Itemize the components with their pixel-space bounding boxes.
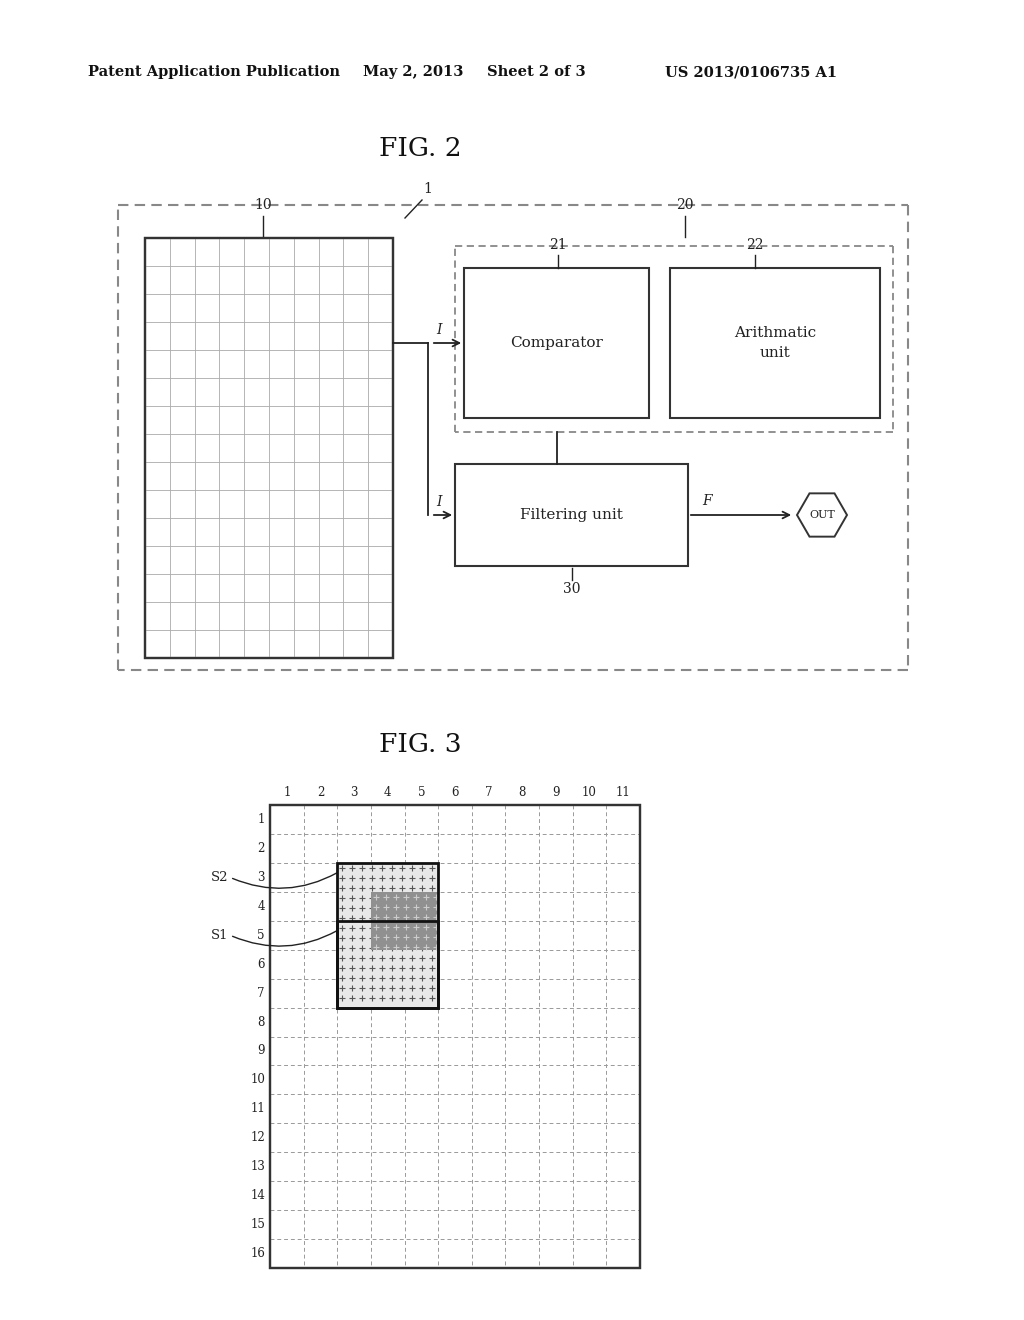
Text: Patent Application Publication: Patent Application Publication xyxy=(88,65,340,79)
Text: 3: 3 xyxy=(350,785,357,799)
Text: Comparator: Comparator xyxy=(510,337,603,350)
Text: 1: 1 xyxy=(283,785,291,799)
Bar xyxy=(337,863,438,1007)
Text: 3: 3 xyxy=(257,871,265,884)
Text: 5: 5 xyxy=(418,785,425,799)
Text: May 2, 2013: May 2, 2013 xyxy=(362,65,464,79)
Text: S2: S2 xyxy=(211,871,228,884)
Text: 11: 11 xyxy=(250,1102,265,1115)
Bar xyxy=(670,268,880,418)
Text: 2: 2 xyxy=(258,842,265,855)
Text: 8: 8 xyxy=(258,1015,265,1028)
Text: 4: 4 xyxy=(257,900,265,913)
Text: 10: 10 xyxy=(582,785,597,799)
Text: 9: 9 xyxy=(552,785,560,799)
Bar xyxy=(337,863,438,1007)
Text: 14: 14 xyxy=(250,1189,265,1203)
Text: 8: 8 xyxy=(518,785,526,799)
Text: 13: 13 xyxy=(250,1160,265,1173)
Text: 20: 20 xyxy=(676,198,693,213)
Text: 16: 16 xyxy=(250,1247,265,1261)
Text: 9: 9 xyxy=(257,1044,265,1057)
Bar xyxy=(270,805,640,1269)
Text: 30: 30 xyxy=(563,582,581,597)
Text: FIG. 3: FIG. 3 xyxy=(379,733,462,758)
Text: 11: 11 xyxy=(615,785,631,799)
Bar xyxy=(455,465,688,566)
Text: F: F xyxy=(702,494,712,508)
Bar xyxy=(145,238,393,657)
Text: 7: 7 xyxy=(257,986,265,999)
Text: 1: 1 xyxy=(424,182,432,195)
Text: I: I xyxy=(436,323,441,337)
Text: I: I xyxy=(436,495,441,510)
Text: Filtering unit: Filtering unit xyxy=(520,508,623,521)
Text: 1: 1 xyxy=(258,813,265,826)
Text: 4: 4 xyxy=(384,785,391,799)
Text: Arithmatic
unit: Arithmatic unit xyxy=(734,326,816,360)
Text: OUT: OUT xyxy=(809,510,835,520)
Text: 10: 10 xyxy=(250,1073,265,1086)
Text: 12: 12 xyxy=(250,1131,265,1144)
Text: 5: 5 xyxy=(257,929,265,941)
Text: 21: 21 xyxy=(549,238,567,252)
Text: 15: 15 xyxy=(250,1218,265,1232)
Text: 7: 7 xyxy=(485,785,493,799)
Bar xyxy=(145,238,393,657)
Bar xyxy=(270,805,640,1269)
Text: Sheet 2 of 3: Sheet 2 of 3 xyxy=(487,65,586,79)
Text: US 2013/0106735 A1: US 2013/0106735 A1 xyxy=(665,65,838,79)
Text: 10: 10 xyxy=(254,198,271,213)
Text: 6: 6 xyxy=(452,785,459,799)
Text: S1: S1 xyxy=(211,929,228,941)
Text: 6: 6 xyxy=(257,957,265,970)
Bar xyxy=(337,921,438,1007)
Bar xyxy=(464,268,649,418)
Text: FIG. 2: FIG. 2 xyxy=(379,136,462,161)
Text: 22: 22 xyxy=(746,238,764,252)
Text: 2: 2 xyxy=(316,785,325,799)
Bar xyxy=(371,892,438,949)
